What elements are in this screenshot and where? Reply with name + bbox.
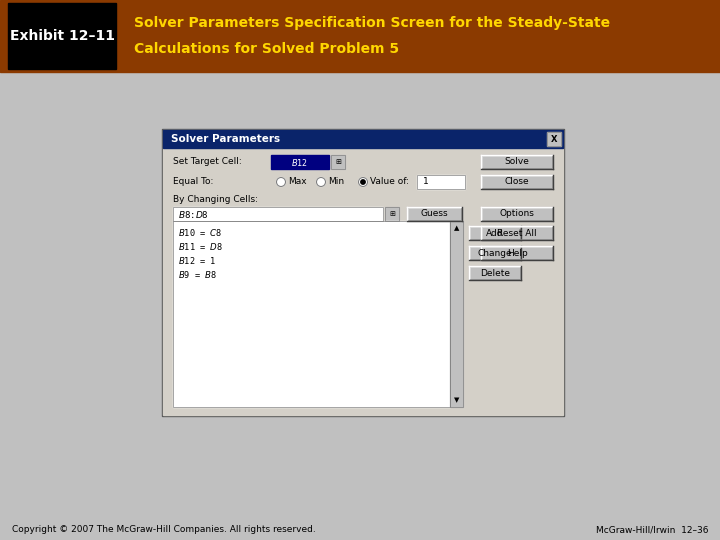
Text: $B$10 = $C$8: $B$10 = $C$8: [178, 227, 222, 239]
Text: $B$12: $B$12: [292, 157, 308, 167]
Text: Max: Max: [289, 178, 307, 186]
Text: Close: Close: [505, 178, 529, 186]
Bar: [331, 155, 345, 169]
Bar: [407, 207, 462, 221]
Bar: [547, 132, 561, 146]
Text: Subject to the Constraints:: Subject to the Constraints:: [173, 225, 294, 233]
Circle shape: [359, 178, 367, 186]
Bar: [173, 207, 383, 221]
Text: ▲: ▲: [454, 225, 459, 231]
Bar: [173, 221, 450, 407]
Text: Delete: Delete: [480, 268, 510, 278]
Text: Solve: Solve: [505, 158, 529, 166]
Bar: [173, 207, 383, 221]
Text: Exhibit 12–11: Exhibit 12–11: [9, 29, 114, 43]
Circle shape: [361, 180, 365, 184]
Text: Min: Min: [328, 178, 345, 186]
Text: By Changing Cells:: By Changing Cells:: [173, 195, 258, 205]
Text: Change: Change: [477, 248, 513, 258]
Text: ⊞: ⊞: [335, 159, 341, 165]
Bar: [481, 155, 553, 169]
Text: Value of:: Value of:: [371, 178, 410, 186]
Bar: [417, 175, 465, 189]
Text: Add: Add: [486, 228, 504, 238]
Bar: [385, 207, 399, 221]
Text: $B$8:$D$8: $B$8:$D$8: [178, 208, 209, 219]
Bar: [162, 129, 564, 416]
Text: Guess: Guess: [420, 210, 449, 219]
Bar: [481, 207, 553, 221]
Bar: [481, 226, 553, 240]
Text: Reset All: Reset All: [498, 228, 537, 238]
Text: Help: Help: [507, 248, 527, 258]
Text: Calculations for Solved Problem 5: Calculations for Solved Problem 5: [134, 42, 399, 56]
Text: Equal To:: Equal To:: [173, 178, 213, 186]
Text: $B$11 = $D$8: $B$11 = $D$8: [178, 241, 223, 253]
Bar: [331, 155, 345, 169]
Text: X: X: [551, 134, 557, 144]
Bar: [417, 175, 465, 189]
Text: Solver Parameters: Solver Parameters: [171, 134, 280, 144]
Bar: [271, 155, 329, 169]
Text: Copyright © 2007 The McGraw-Hill Companies. All rights reserved.: Copyright © 2007 The McGraw-Hill Compani…: [12, 525, 316, 535]
Text: $B$12 = 1: $B$12 = 1: [178, 255, 217, 267]
Bar: [385, 207, 399, 221]
Text: Options: Options: [500, 210, 534, 219]
Bar: [481, 246, 553, 260]
Bar: [469, 226, 521, 240]
Bar: [469, 246, 521, 260]
Bar: [163, 130, 563, 415]
Text: Solver Parameters Specification Screen for the Steady-State: Solver Parameters Specification Screen f…: [134, 16, 610, 30]
Text: Set Target Cell:: Set Target Cell:: [173, 158, 242, 166]
Text: McGraw-Hill/Irwin  12–36: McGraw-Hill/Irwin 12–36: [595, 525, 708, 535]
Bar: [481, 175, 553, 189]
Text: ▼: ▼: [454, 397, 459, 403]
Bar: [450, 221, 463, 407]
Text: $B$9 = $B$8: $B$9 = $B$8: [178, 269, 217, 280]
Bar: [547, 132, 561, 146]
Text: 1: 1: [423, 178, 428, 186]
Bar: [450, 221, 463, 407]
Bar: [0, 0, 720, 72]
Bar: [8, 3, 116, 69]
Bar: [469, 266, 521, 280]
Circle shape: [276, 178, 286, 186]
Bar: [163, 130, 563, 148]
Circle shape: [317, 178, 325, 186]
Bar: [173, 221, 450, 407]
Text: ⊞: ⊞: [389, 211, 395, 217]
